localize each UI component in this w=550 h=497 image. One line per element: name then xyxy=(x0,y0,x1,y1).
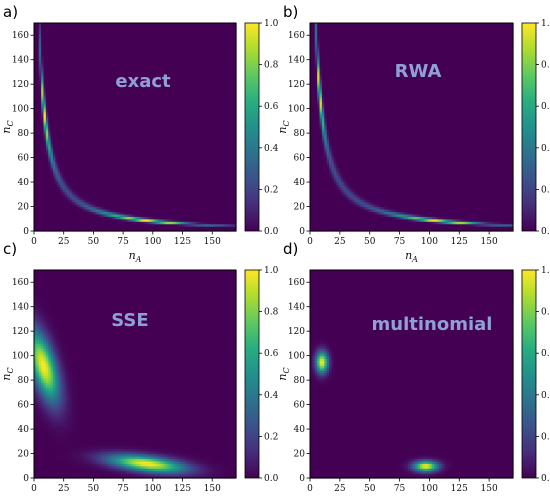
panel-1: 0 25 50 75 100 125 150020406080100120140160nAn… xyxy=(0,3,279,264)
heatmap-cells xyxy=(34,23,237,232)
